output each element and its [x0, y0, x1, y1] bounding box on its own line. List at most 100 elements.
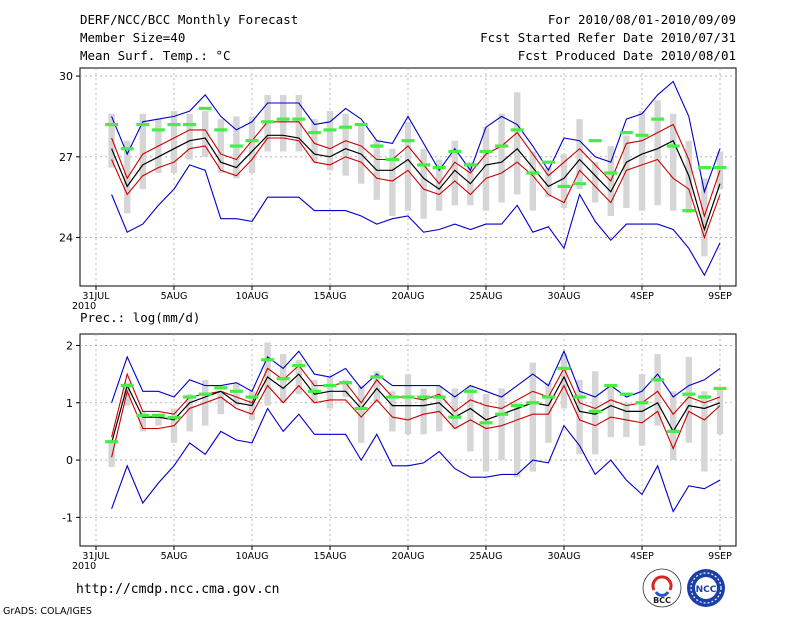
series-line-min: [111, 407, 721, 513]
series-line-upper: [111, 364, 721, 438]
spread-box: [638, 111, 646, 211]
x-tick-label: 2010: [72, 301, 96, 312]
y-tick-label: 1: [66, 397, 73, 410]
observed-mark: [526, 171, 540, 175]
spread-box: [311, 119, 318, 163]
observed-mark: [245, 395, 259, 399]
x-tick-label: 10AUG: [236, 551, 269, 562]
spread-box: [514, 402, 521, 478]
observed-mark: [651, 378, 665, 382]
forecast-period: For 2010/08/01-2010/09/09: [547, 12, 736, 27]
x-tick-label: 20AUG: [392, 551, 425, 562]
spread-box: [451, 140, 458, 206]
observed-mark: [183, 395, 197, 399]
x-tick-label: 5AUG: [161, 291, 188, 302]
spread-box: [451, 388, 458, 429]
observed-mark: [682, 392, 696, 396]
observed-mark: [323, 128, 337, 132]
series-line-min: [111, 164, 721, 277]
observed-mark: [479, 149, 493, 154]
x-tick-label: 9SEP: [708, 291, 732, 302]
series-line-upper: [111, 121, 721, 218]
observed-mark: [167, 122, 181, 127]
observed-mark: [385, 157, 399, 162]
spread-box: [326, 376, 334, 409]
observed-mark: [666, 144, 680, 148]
spread-box: [404, 121, 412, 211]
observed-mark: [510, 128, 524, 132]
observed-mark: [417, 163, 431, 167]
x-tick-label: 2010: [72, 561, 96, 572]
x-tick-label: 4SEP: [630, 291, 654, 302]
observed-mark: [229, 144, 243, 148]
series-line-max: [111, 349, 721, 403]
y-tick-label: 27: [59, 151, 73, 164]
spread-box: [280, 94, 287, 152]
spread-box: [139, 113, 146, 190]
observed-mark: [557, 184, 571, 189]
spread-box: [529, 362, 536, 472]
x-tick-label: 31JUL: [82, 551, 110, 562]
observed-mark: [666, 429, 680, 434]
observed-mark: [354, 122, 368, 127]
spread-box: [654, 354, 661, 426]
spread-box: [326, 111, 334, 171]
observed-mark: [463, 389, 477, 393]
observed-mark: [105, 440, 119, 444]
ncc-logo: NCC: [687, 569, 725, 607]
observed-mark: [448, 415, 462, 419]
spread-box: [654, 100, 661, 206]
x-tick-label: 15AUG: [314, 551, 347, 562]
x-tick-label: 4SEP: [630, 551, 654, 562]
footer-url[interactable]: http://cmdp.ncc.cma.gov.cn: [76, 582, 280, 597]
observed-mark: [354, 406, 368, 411]
spread-box: [264, 342, 271, 406]
spread-box: [436, 385, 443, 432]
x-tick-label: 30AUG: [548, 551, 581, 562]
spread-box: [373, 371, 380, 403]
header-title: DERF/NCC/BCC Monthly Forecast: [80, 12, 299, 27]
start-date: Fcst Started Refer Date 2010/07/31: [480, 30, 736, 45]
observed-mark: [573, 182, 587, 186]
x-tick-label: 25AUG: [470, 291, 503, 302]
y-tick-label: 24: [59, 232, 73, 245]
produced-date: Fcst Produced Date 2010/08/01: [517, 48, 736, 63]
observed-mark: [245, 139, 259, 143]
spread-box: [139, 411, 146, 432]
observed-mark: [292, 117, 306, 121]
spread-box: [685, 356, 692, 443]
spread-box: [233, 382, 240, 406]
observed-mark: [635, 401, 649, 405]
spread-box: [389, 391, 396, 432]
observed-mark: [604, 171, 618, 175]
x-tick-label: 10AUG: [236, 291, 269, 302]
x-tick-label: 15AUG: [314, 291, 347, 302]
observed-mark: [557, 366, 571, 370]
observed-mark: [385, 395, 399, 399]
spread-box: [467, 385, 474, 452]
observed-mark: [495, 144, 509, 148]
spread-box: [295, 359, 302, 395]
spread-box: [342, 379, 349, 398]
spread-box: [108, 113, 115, 168]
observed-mark: [307, 389, 321, 393]
observed-mark: [292, 363, 306, 368]
observed-mark: [651, 117, 665, 121]
observed-mark: [339, 125, 353, 129]
x-tick-label: 5AUG: [161, 551, 188, 562]
observed-mark: [479, 421, 493, 425]
x-tick-label: 20AUG: [392, 291, 425, 302]
observed-mark: [495, 412, 509, 416]
observed-mark: [713, 386, 727, 391]
spread-box: [623, 135, 630, 208]
variable-label: Mean Surf. Temp.: °C: [80, 48, 231, 63]
observed-mark: [588, 139, 602, 143]
observed-mark: [214, 128, 228, 132]
y-tick-label: -1: [62, 511, 73, 524]
x-tick-label: 25AUG: [470, 551, 503, 562]
y-tick-label: 30: [59, 70, 73, 83]
observed-mark: [198, 392, 212, 396]
spread-box: [560, 154, 568, 208]
spread-box: [545, 382, 552, 443]
observed-mark: [510, 404, 524, 408]
